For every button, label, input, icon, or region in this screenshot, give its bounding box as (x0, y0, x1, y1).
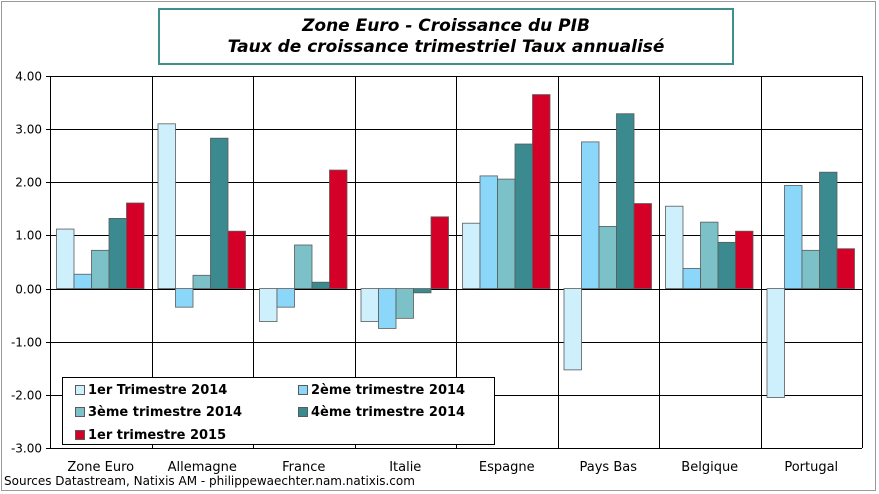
bar (801, 249, 820, 289)
bar (157, 123, 176, 289)
bar (294, 244, 313, 289)
bar (616, 113, 635, 289)
bar (378, 288, 397, 329)
y-tick-label: 2.00 (15, 176, 42, 190)
legend-swatch (298, 385, 308, 395)
bar (276, 288, 295, 308)
y-tick-label: 3.00 (15, 123, 42, 137)
bar (126, 202, 145, 289)
bar (836, 248, 855, 289)
legend-item: 1er trimestre 2015 (75, 426, 226, 444)
bars (56, 94, 855, 398)
y-tick-label: 1.00 (15, 229, 42, 243)
bar (192, 274, 211, 289)
chart-subtitle: Taux de croissance trimestriel Taux annu… (227, 37, 665, 57)
legend-item: 3ème trimestre 2014 (75, 403, 242, 421)
source-note: Sources Datastream, Natixis AM - philipp… (4, 474, 415, 488)
legend-swatch (298, 407, 308, 417)
bar (717, 241, 736, 289)
x-category-label: Allemagne (168, 460, 237, 475)
legend-label: 4ème trimestre 2014 (311, 404, 466, 420)
legend-swatch (75, 385, 85, 395)
x-category-label: Italie (389, 460, 421, 475)
axis-labels: 4.00 3.00 2.00 1.00 0.00 -1.00 -2.00 -3.00 Zone … (11, 70, 838, 476)
bar (514, 143, 533, 289)
legend-swatch (75, 407, 85, 417)
bar (56, 228, 75, 289)
bar (210, 137, 229, 289)
bar (395, 288, 414, 319)
x-category-label: Portugal (784, 460, 838, 475)
y-tick-label: -3.00 (11, 442, 42, 456)
bar (311, 281, 330, 289)
bar (784, 185, 803, 289)
legend-label: 3ème trimestre 2014 (88, 404, 243, 420)
bar (430, 216, 449, 289)
bar (633, 203, 652, 289)
bar (108, 218, 127, 289)
bar (682, 267, 701, 289)
legend-label: 2ème trimestre 2014 (311, 382, 466, 398)
x-category-label: Espagne (479, 460, 535, 475)
y-tick-label: 0.00 (15, 283, 42, 297)
legend-item: 1er Trimestre 2014 (75, 381, 227, 399)
x-category-label: Belgique (681, 460, 738, 475)
bar (479, 175, 498, 289)
chart-title: Zone Euro - Croissance du PIB (302, 16, 590, 36)
legend-label: 1er Trimestre 2014 (88, 382, 228, 398)
chart-title-box: Zone Euro - Croissance du PIB Taux de cr… (158, 8, 734, 65)
bar (766, 288, 785, 398)
bar (227, 230, 246, 289)
bar (563, 288, 582, 371)
bar (175, 288, 194, 308)
bar (532, 94, 551, 289)
bar (700, 221, 719, 289)
legend-item: 4ème trimestre 2014 (298, 403, 465, 421)
legend-label: 1er trimestre 2015 (88, 427, 227, 443)
legend-item: 2ème trimestre 2014 (298, 381, 465, 399)
y-tick-label: -2.00 (11, 389, 42, 403)
bar (598, 225, 617, 289)
bar (91, 249, 110, 289)
x-category-label: Zone Euro (67, 460, 134, 475)
bar (259, 288, 278, 322)
bar (581, 141, 600, 289)
y-tick-label: 4.00 (15, 70, 42, 84)
bar (360, 288, 379, 322)
bar (329, 169, 348, 289)
legend: 1er Trimestre 2014 2ème trimestre 2014 3èm… (62, 377, 495, 445)
legend-swatch (75, 430, 85, 440)
y-tick-label: -1.00 (11, 336, 42, 350)
bar (73, 273, 92, 289)
bar (819, 171, 838, 289)
axes (46, 76, 51, 449)
x-category-label: Pays Bas (580, 460, 638, 475)
bar (413, 288, 432, 294)
bar (497, 178, 516, 289)
bar (735, 230, 754, 289)
bar (665, 205, 684, 289)
x-category-label: France (282, 460, 325, 475)
bar (462, 222, 481, 289)
